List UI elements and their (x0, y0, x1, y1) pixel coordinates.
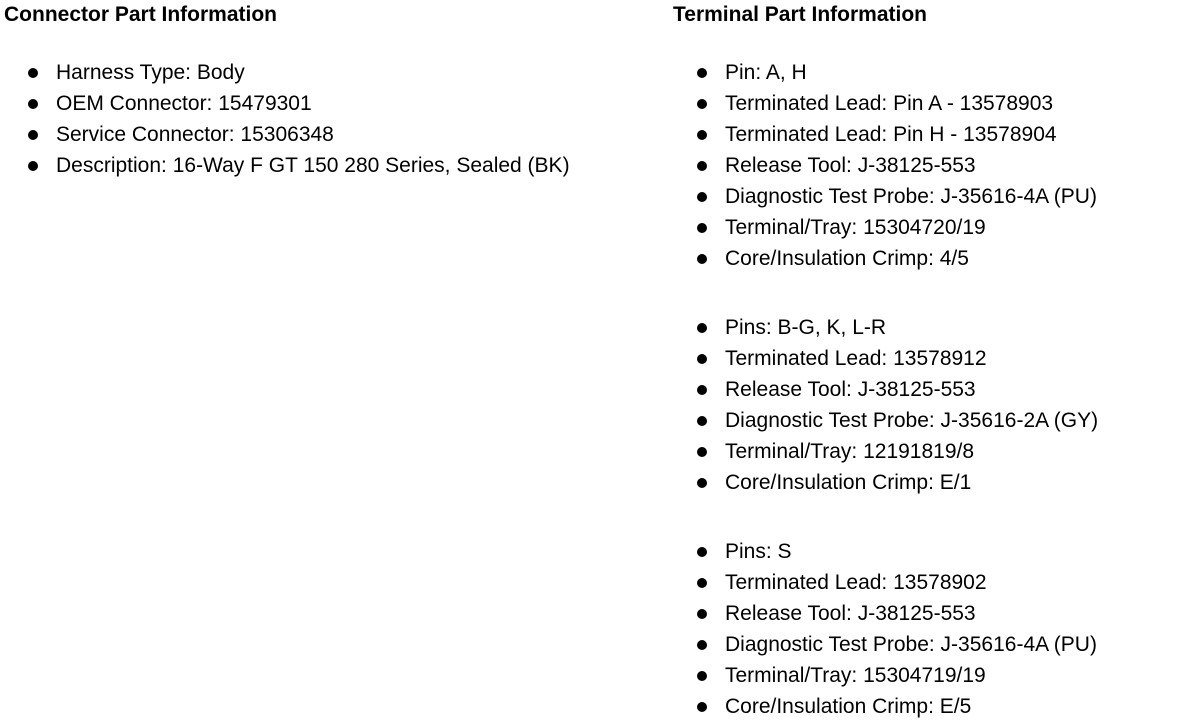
list-item-text: Pins: B-G, K, L-R (725, 316, 887, 339)
connector-items-list: Harness Type: Body OEM Connector: 154793… (4, 57, 673, 181)
terminal-group-3-list: Pins: S Terminated Lead: 13578902 Releas… (673, 536, 1200, 722)
list-item-text: Release Tool: J-38125-553 (725, 602, 976, 625)
list-item-release-tool: Release Tool: J-38125-553 (673, 150, 1200, 181)
terminal-group-1-list: Pin: A, H Terminated Lead: Pin A - 13578… (673, 57, 1200, 274)
list-item-text: Terminated Lead: 13578912 (725, 347, 987, 370)
bullet-icon (697, 253, 707, 264)
list-item-text: Release Tool: J-38125-553 (725, 378, 976, 401)
bullet-icon (697, 546, 707, 557)
bullet-icon (697, 67, 707, 78)
list-item-text: Service Connector: 15306348 (56, 123, 334, 146)
bullet-icon (697, 608, 707, 619)
list-item-text: Diagnostic Test Probe: J-35616-2A (GY) (725, 409, 1099, 432)
list-item-terminal-tray: Terminal/Tray: 15304720/19 (673, 212, 1200, 243)
bullet-icon (28, 98, 38, 109)
bullet-icon (697, 191, 707, 202)
terminal-section-title: Terminal Part Information (673, 3, 927, 26)
list-item-text: Pins: S (725, 540, 792, 563)
list-item-text: Terminal/Tray: 15304719/19 (725, 664, 986, 687)
list-item-text: Terminated Lead: Pin A - 13578903 (725, 92, 1054, 115)
bullet-icon (697, 353, 707, 364)
list-item-pin: Pin: A, H (673, 57, 1200, 88)
list-item-text: Core/Insulation Crimp: E/1 (725, 471, 972, 494)
bullet-icon (697, 322, 707, 333)
terminal-group-2-list: Pins: B-G, K, L-R Terminated Lead: 13578… (673, 312, 1200, 498)
list-item-oem-connector: OEM Connector: 15479301 (4, 88, 673, 119)
list-item-release-tool: Release Tool: J-38125-553 (673, 374, 1200, 405)
list-item-terminal-tray: Terminal/Tray: 15304719/19 (673, 660, 1200, 691)
list-item-text: Pin: A, H (725, 61, 807, 84)
list-item-text: Terminated Lead: 13578902 (725, 571, 987, 594)
list-item-core-insulation-crimp: Core/Insulation Crimp: E/1 (673, 467, 1200, 498)
list-item-core-insulation-crimp: Core/Insulation Crimp: E/5 (673, 691, 1200, 722)
list-item-terminated-lead: Terminated Lead: Pin H - 13578904 (673, 119, 1200, 150)
bullet-icon (28, 129, 38, 140)
bullet-icon (697, 477, 707, 488)
bullet-icon (697, 639, 707, 650)
bullet-icon (697, 701, 707, 712)
connector-part-info-section: Connector Part Information Harness Type:… (4, 3, 673, 181)
list-item-release-tool: Release Tool: J-38125-553 (673, 598, 1200, 629)
bullet-icon (28, 67, 38, 78)
bullet-icon (697, 222, 707, 233)
list-item-text: Terminated Lead: Pin H - 13578904 (725, 123, 1057, 146)
list-item-text: Diagnostic Test Probe: J-35616-4A (PU) (725, 633, 1097, 656)
list-item-text: Description: 16-Way F GT 150 280 Series,… (56, 154, 570, 177)
bullet-icon (697, 670, 707, 681)
list-item-terminated-lead: Terminated Lead: 13578912 (673, 343, 1200, 374)
list-item-pins: Pins: B-G, K, L-R (673, 312, 1200, 343)
bullet-icon (28, 160, 38, 171)
list-item-diagnostic-test-probe: Diagnostic Test Probe: J-35616-4A (PU) (673, 181, 1200, 212)
list-item-diagnostic-test-probe: Diagnostic Test Probe: J-35616-4A (PU) (673, 629, 1200, 660)
list-item-terminated-lead: Terminated Lead: Pin A - 13578903 (673, 88, 1200, 119)
list-item-text: Core/Insulation Crimp: 4/5 (725, 247, 969, 270)
bullet-icon (697, 98, 707, 109)
list-item-text: Terminal/Tray: 15304720/19 (725, 216, 986, 239)
bullet-icon (697, 384, 707, 395)
list-item-service-connector: Service Connector: 15306348 (4, 119, 673, 150)
connector-section-title: Connector Part Information (4, 3, 278, 26)
bullet-icon (697, 577, 707, 588)
list-item-text: Terminal/Tray: 12191819/8 (725, 440, 975, 463)
list-item-text: Harness Type: Body (56, 61, 245, 84)
list-item-text: OEM Connector: 15479301 (56, 92, 312, 115)
list-item-terminal-tray: Terminal/Tray: 12191819/8 (673, 436, 1200, 467)
list-item-terminated-lead: Terminated Lead: 13578902 (673, 567, 1200, 598)
terminal-part-info-section: Terminal Part Information Pin: A, H Term… (673, 0, 1200, 722)
bullet-icon (697, 129, 707, 140)
bullet-icon (697, 446, 707, 457)
list-item-pins: Pins: S (673, 536, 1200, 567)
list-item-core-insulation-crimp: Core/Insulation Crimp: 4/5 (673, 243, 1200, 274)
bullet-icon (697, 160, 707, 171)
list-item-text: Diagnostic Test Probe: J-35616-4A (PU) (725, 185, 1097, 208)
list-item-text: Release Tool: J-38125-553 (725, 154, 976, 177)
bullet-icon (697, 415, 707, 426)
list-item-harness-type: Harness Type: Body (4, 57, 673, 88)
list-item-text: Core/Insulation Crimp: E/5 (725, 695, 972, 718)
list-item-description: Description: 16-Way F GT 150 280 Series,… (4, 150, 673, 181)
list-item-diagnostic-test-probe: Diagnostic Test Probe: J-35616-2A (GY) (673, 405, 1200, 436)
